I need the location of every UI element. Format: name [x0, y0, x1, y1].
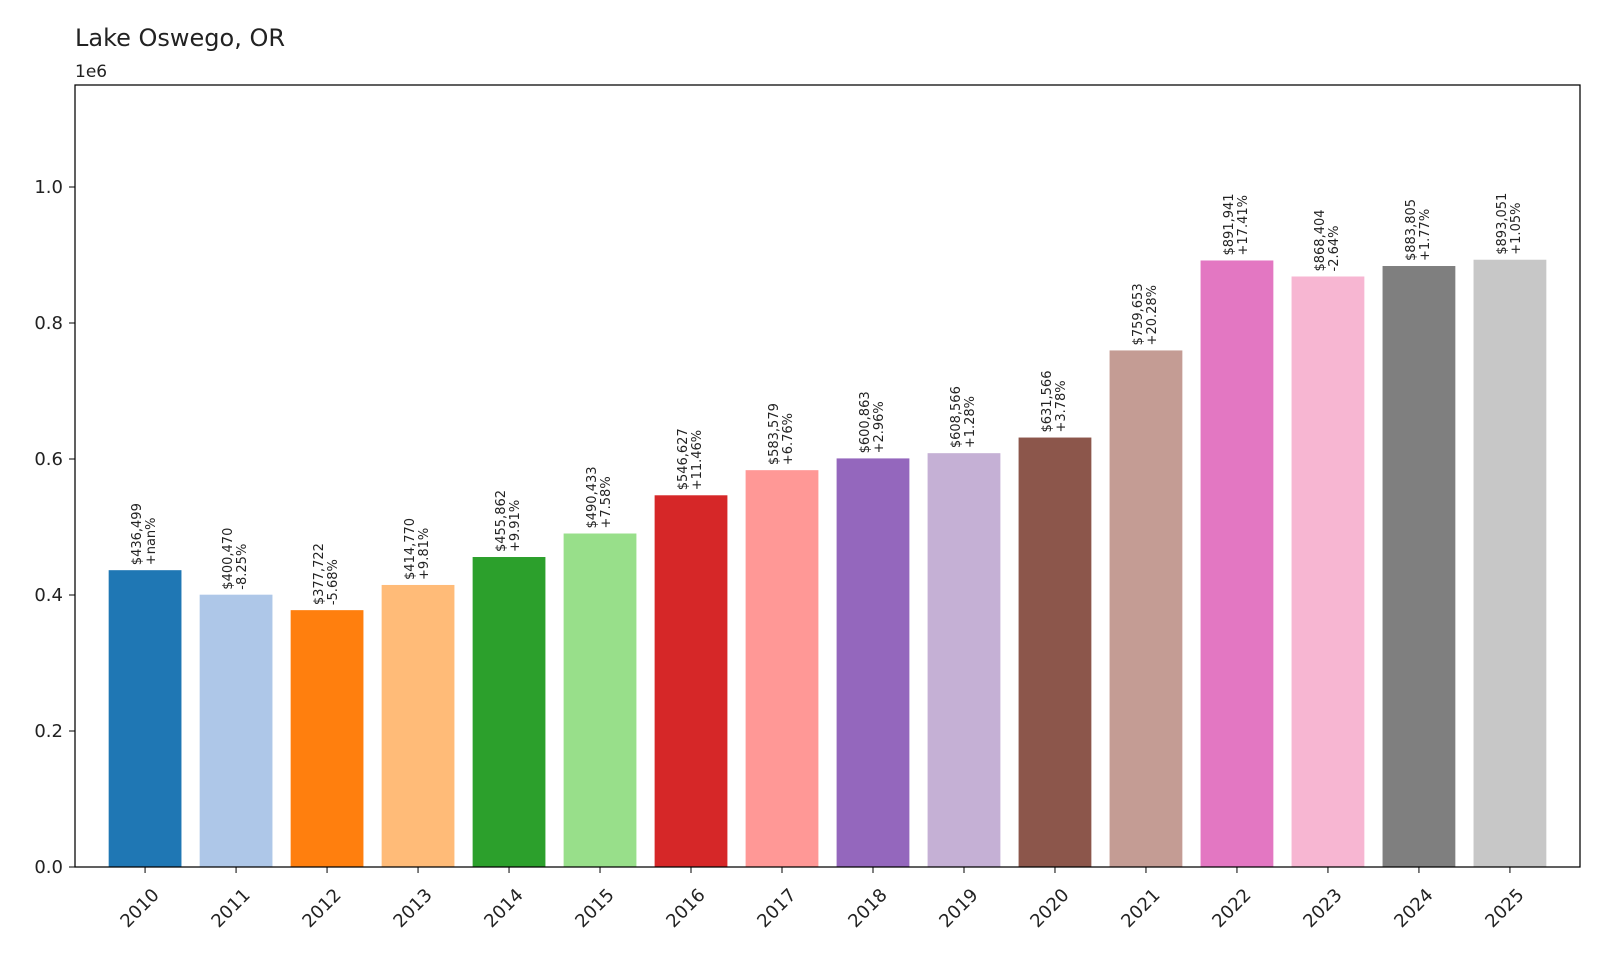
bar-2019: [927, 453, 1001, 867]
data-labels-layer: $436,499 +nan% $400,470 -8.25% $377,722 -5.68…: [130, 193, 1524, 605]
chart-title: Lake Oswego, OR: [75, 24, 285, 52]
bar-2020: [1018, 437, 1092, 867]
data-label-value-2023: $868,404: [1313, 209, 1328, 271]
data-label-value-2011: $400,470: [221, 528, 236, 590]
data-label-change-2017: +6.76%: [781, 413, 796, 465]
data-label-value-2022: $891,941: [1222, 193, 1237, 255]
data-label-change-2019: +1.28%: [963, 396, 978, 448]
bar-2016: [654, 495, 728, 867]
bar-2012: [290, 610, 364, 867]
data-label-value-2016: $546,627: [676, 428, 691, 490]
data-label-change-2024: +1.77%: [1418, 209, 1433, 261]
bar-2018: [836, 458, 910, 867]
data-label-change-2011: -8.25%: [235, 544, 250, 590]
data-label-change-2015: +7.58%: [599, 476, 614, 528]
data-label-value-2010: $436,499: [130, 503, 145, 565]
data-label-value-2014: $455,862: [494, 490, 509, 552]
bar-2015: [563, 533, 637, 867]
data-label-value-2019: $608,566: [949, 386, 964, 448]
y-axis: 0.0 0.2 0.4 0.6 0.8 1.0: [34, 177, 75, 878]
data-label-change-2023: -2.64%: [1327, 225, 1342, 271]
y-tick-label-0: 0.0: [34, 857, 63, 878]
data-label-value-2012: $377,722: [312, 543, 327, 605]
bar-2010: [108, 570, 182, 867]
bar-2024: [1382, 266, 1456, 867]
data-label-value-2017: $583,579: [767, 403, 782, 465]
data-label-change-2025: +1.05%: [1509, 203, 1524, 255]
bar-2014: [472, 557, 546, 867]
bar-2011: [199, 594, 273, 867]
data-label-value-2024: $883,805: [1404, 199, 1419, 261]
y-tick-label-2: 0.4: [34, 585, 63, 606]
data-label-change-2022: +17.41%: [1236, 195, 1251, 255]
bar-2022: [1200, 260, 1274, 868]
data-label-value-2018: $600,863: [858, 391, 873, 453]
data-label-change-2010: +nan%: [144, 517, 159, 565]
y-tick-label-3: 0.6: [34, 449, 63, 470]
data-label-value-2013: $414,770: [403, 518, 418, 580]
y-tick-label-5: 1.0: [34, 177, 63, 198]
bar-2023: [1291, 276, 1365, 867]
y-tick-label-1: 0.2: [34, 721, 63, 742]
data-label-value-2020: $631,566: [1040, 371, 1055, 433]
data-label-change-2021: +20.28%: [1145, 285, 1160, 345]
data-label-value-2021: $759,653: [1131, 283, 1146, 345]
data-label-change-2013: +9.81%: [417, 528, 432, 580]
data-label-value-2015: $490,433: [585, 466, 600, 528]
bars-layer: [108, 259, 1547, 868]
data-label-change-2018: +2.96%: [872, 401, 887, 453]
data-label-change-2016: +11.46%: [690, 430, 705, 490]
y-tick-label-4: 0.8: [34, 313, 63, 334]
plot-frame: [74, 84, 1581, 868]
y-axis-offset-label: 1e6: [75, 62, 107, 82]
bar-2013: [381, 584, 455, 867]
data-label-change-2020: +3.78%: [1054, 380, 1069, 432]
data-label-change-2012: -5.68%: [326, 559, 341, 605]
data-label-change-2014: +9.91%: [508, 500, 523, 552]
data-label-value-2025: $893,051: [1495, 193, 1510, 255]
bar-2021: [1109, 350, 1183, 867]
bar-2017: [745, 470, 819, 867]
bar-2025: [1473, 259, 1547, 868]
